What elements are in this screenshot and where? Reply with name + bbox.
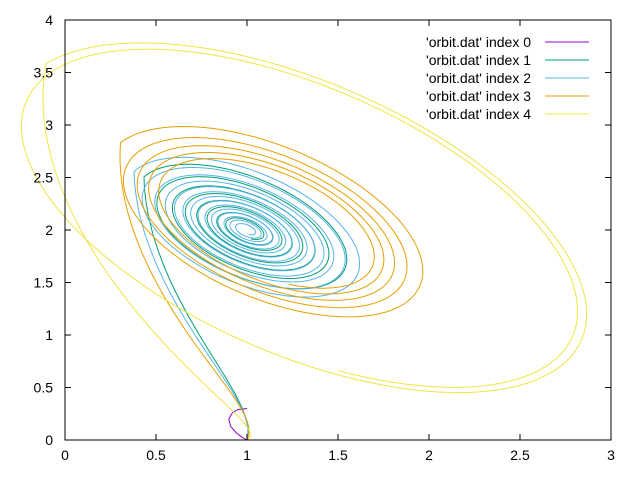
- y-tick-label: 0.5: [34, 380, 54, 396]
- x-tick-label: 0: [61, 447, 69, 463]
- x-tick-label: 2: [425, 447, 433, 463]
- y-tick-label: 1.5: [34, 275, 54, 291]
- legend-label-2: 'orbit.dat' index 2: [426, 70, 531, 86]
- y-tick-label: 3: [45, 117, 53, 133]
- series-line-4: [20, 42, 587, 441]
- x-tick-label: 3: [607, 447, 615, 463]
- series-line-3: [119, 125, 424, 441]
- tick-layer: 0 0.5 1 1.5 2 2.5 3 0 0.5 1 1.5 2 2.5 3 3.5 4: [34, 12, 616, 463]
- y-tick-label: 0: [45, 432, 53, 448]
- y-tick-label: 2: [45, 222, 53, 238]
- x-tick-label: 1: [243, 447, 251, 463]
- y-tick-label: 3.5: [34, 65, 54, 81]
- legend-label-1: 'orbit.dat' index 1: [426, 52, 531, 68]
- legend-label-0: 'orbit.dat' index 0: [426, 34, 531, 50]
- y-tick-label: 4: [45, 12, 53, 28]
- x-tick-label: 2.5: [510, 447, 530, 463]
- legend-label-3: 'orbit.dat' index 3: [426, 88, 531, 104]
- legend: 'orbit.dat' index 0 'orbit.dat' index 1 'o…: [426, 34, 589, 122]
- series-layer: [20, 42, 587, 441]
- x-tick-label: 1.5: [328, 447, 348, 463]
- y-tick-label: 2.5: [34, 170, 54, 186]
- legend-label-4: 'orbit.dat' index 4: [426, 106, 531, 122]
- series-line-0: [228, 408, 248, 441]
- x-tick-label: 0.5: [146, 447, 166, 463]
- y-tick-label: 1: [45, 327, 53, 343]
